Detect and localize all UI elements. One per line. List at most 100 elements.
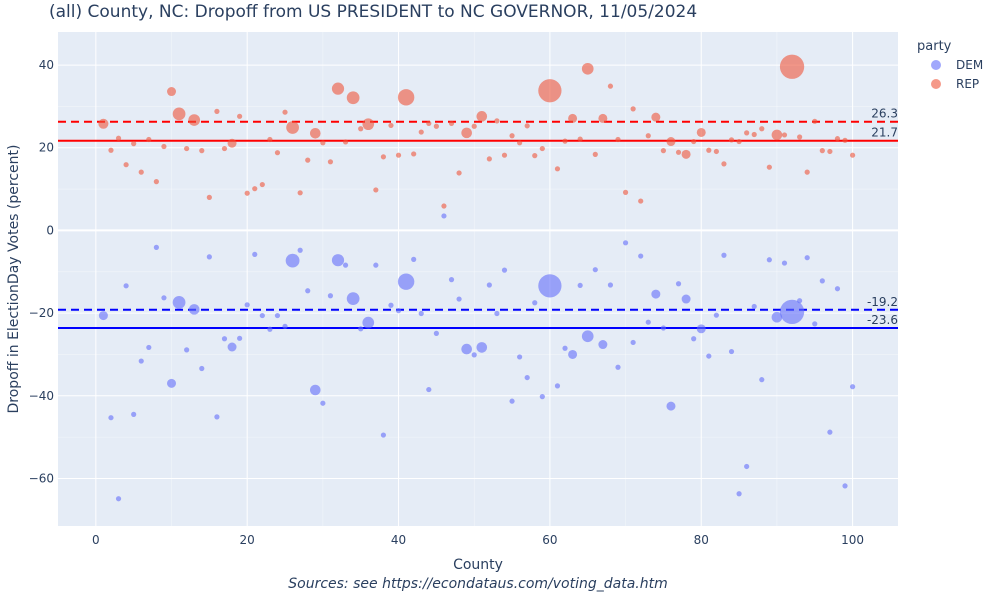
rep-point[interactable] [812, 118, 818, 124]
dem-point[interactable] [172, 295, 186, 309]
dem-point[interactable] [744, 463, 750, 470]
dem-point[interactable] [486, 282, 492, 288]
rep-point[interactable] [766, 164, 772, 170]
dem-point[interactable] [501, 267, 508, 273]
rep-point[interactable] [286, 121, 299, 134]
rep-point[interactable] [562, 138, 568, 144]
dem-point[interactable] [728, 348, 735, 355]
rep-point[interactable] [691, 138, 697, 145]
rep-point[interactable] [388, 122, 394, 129]
dem-point[interactable] [713, 312, 719, 318]
dem-point[interactable] [397, 273, 415, 290]
rep-point[interactable] [728, 137, 735, 143]
dem-point[interactable] [395, 308, 402, 314]
dem-point[interactable] [373, 262, 379, 268]
dem-point[interactable] [227, 342, 237, 352]
rep-point[interactable] [568, 113, 578, 123]
rep-point[interactable] [214, 108, 220, 114]
dem-point[interactable] [554, 383, 561, 389]
rep-point[interactable] [538, 79, 562, 103]
rep-point[interactable] [706, 147, 712, 153]
rep-point[interactable] [397, 89, 415, 106]
dem-point[interactable] [849, 384, 856, 390]
rep-point[interactable] [448, 120, 455, 126]
dem-point[interactable] [297, 247, 303, 253]
rep-point[interactable] [115, 135, 122, 141]
rep-point[interactable] [721, 161, 727, 167]
dem-point[interactable] [305, 288, 311, 294]
rep-point[interactable] [581, 62, 594, 75]
rep-point[interactable] [305, 157, 311, 163]
dem-point[interactable] [577, 282, 583, 289]
legend-item-dem[interactable]: DEM [931, 58, 983, 72]
dem-point[interactable] [532, 300, 538, 306]
dem-point[interactable] [622, 240, 629, 246]
dem-point[interactable] [418, 310, 424, 317]
dem-point[interactable] [448, 277, 455, 283]
dem-point[interactable] [819, 278, 825, 284]
rep-point[interactable] [615, 136, 621, 143]
dem-point[interactable] [441, 213, 447, 219]
rep-point[interactable] [651, 112, 661, 122]
rep-point[interactable] [146, 136, 152, 143]
rep-point[interactable] [221, 145, 228, 152]
dem-point[interactable] [538, 274, 562, 298]
dem-point[interactable] [651, 289, 661, 299]
dem-point[interactable] [779, 299, 805, 325]
rep-point[interactable] [666, 137, 676, 147]
dem-point[interactable] [696, 324, 706, 334]
dem-point[interactable] [327, 293, 334, 299]
dem-point[interactable] [581, 330, 594, 343]
rep-point[interactable] [267, 136, 273, 143]
dem-point[interactable] [267, 326, 273, 332]
rep-point[interactable] [675, 149, 682, 155]
dem-point[interactable] [282, 323, 288, 329]
rep-point[interactable] [244, 190, 250, 196]
rep-point[interactable] [554, 166, 561, 172]
rep-point[interactable] [172, 107, 186, 121]
rep-point[interactable] [167, 87, 177, 97]
rep-point[interactable] [781, 132, 788, 138]
rep-point[interactable] [494, 118, 500, 124]
rep-point[interactable] [598, 113, 608, 123]
dem-point[interactable] [146, 344, 152, 351]
dem-point[interactable] [362, 316, 375, 329]
dem-point[interactable] [98, 311, 108, 321]
rep-point[interactable] [426, 120, 432, 126]
rep-point[interactable] [577, 136, 583, 142]
rep-point[interactable] [282, 109, 288, 115]
rep-point[interactable] [309, 127, 321, 139]
rep-point[interactable] [237, 113, 243, 119]
rep-point[interactable] [471, 123, 477, 129]
dem-point[interactable] [660, 325, 667, 331]
rep-point[interactable] [592, 151, 598, 157]
rep-point[interactable] [161, 143, 167, 150]
dem-point[interactable] [666, 401, 676, 411]
dem-point[interactable] [759, 377, 765, 383]
dem-point[interactable] [380, 432, 387, 438]
dem-point[interactable] [346, 292, 360, 306]
rep-point[interactable] [184, 145, 190, 152]
rep-point[interactable] [827, 148, 833, 155]
rep-point[interactable] [358, 126, 364, 132]
dem-point[interactable] [781, 260, 788, 266]
rep-point[interactable] [660, 148, 667, 154]
dem-point[interactable] [645, 319, 651, 325]
dem-point[interactable] [834, 286, 841, 292]
dem-point[interactable] [461, 343, 472, 355]
dem-point[interactable] [206, 254, 212, 260]
dem-point[interactable] [426, 386, 432, 393]
rep-point[interactable] [486, 156, 492, 162]
rep-point[interactable] [411, 151, 417, 157]
dem-point[interactable] [630, 339, 636, 346]
rep-point[interactable] [622, 189, 629, 195]
rep-point[interactable] [320, 140, 326, 146]
rep-point[interactable] [123, 162, 129, 168]
rep-point[interactable] [252, 186, 258, 192]
dem-point[interactable] [244, 302, 250, 308]
dem-point[interactable] [138, 358, 144, 364]
dem-point[interactable] [252, 251, 258, 258]
dem-point[interactable] [638, 253, 644, 259]
dem-point[interactable] [736, 491, 742, 497]
dem-point[interactable] [320, 400, 326, 406]
